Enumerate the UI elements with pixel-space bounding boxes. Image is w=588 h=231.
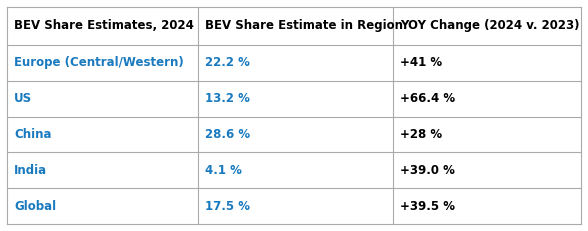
- Bar: [393, 7, 581, 45]
- Text: 4.1 %: 4.1 %: [205, 164, 242, 177]
- Bar: [7, 81, 198, 117]
- Text: Europe (Central/Western): Europe (Central/Western): [14, 56, 183, 69]
- Text: 28.6 %: 28.6 %: [205, 128, 250, 141]
- Text: +39.5 %: +39.5 %: [400, 200, 455, 213]
- Text: 17.5 %: 17.5 %: [205, 200, 250, 213]
- Bar: [198, 81, 393, 117]
- Bar: [393, 117, 581, 152]
- Bar: [198, 117, 393, 152]
- Bar: [393, 152, 581, 188]
- Bar: [198, 188, 393, 224]
- Bar: [7, 152, 198, 188]
- Bar: [393, 81, 581, 117]
- Bar: [198, 152, 393, 188]
- Text: +28 %: +28 %: [400, 128, 442, 141]
- Bar: [393, 188, 581, 224]
- Bar: [393, 45, 581, 81]
- Bar: [198, 7, 393, 45]
- Text: +41 %: +41 %: [400, 56, 442, 69]
- Text: 13.2 %: 13.2 %: [205, 92, 250, 105]
- Text: China: China: [14, 128, 52, 141]
- Text: US: US: [14, 92, 32, 105]
- Bar: [7, 45, 198, 81]
- Text: Global: Global: [14, 200, 56, 213]
- Bar: [7, 117, 198, 152]
- Bar: [7, 7, 198, 45]
- Bar: [198, 45, 393, 81]
- Bar: [7, 188, 198, 224]
- Text: +39.0 %: +39.0 %: [400, 164, 455, 177]
- Text: BEV Share Estimate in Region: BEV Share Estimate in Region: [205, 19, 403, 33]
- Text: 22.2 %: 22.2 %: [205, 56, 250, 69]
- Text: BEV Share Estimates, 2024: BEV Share Estimates, 2024: [14, 19, 194, 33]
- Text: +66.4 %: +66.4 %: [400, 92, 455, 105]
- Text: India: India: [14, 164, 47, 177]
- Text: YOY Change (2024 v. 2023): YOY Change (2024 v. 2023): [400, 19, 579, 33]
